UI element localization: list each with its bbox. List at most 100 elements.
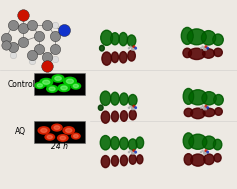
Point: [132, 108, 136, 111]
Point: [202, 151, 206, 154]
Ellipse shape: [101, 111, 110, 123]
Point: [11, 53, 15, 56]
Ellipse shape: [47, 135, 52, 139]
Point: [130, 151, 134, 154]
Bar: [152, 141, 193, 164]
Ellipse shape: [71, 83, 81, 89]
Point: [134, 151, 137, 154]
Ellipse shape: [66, 129, 72, 132]
Point: [127, 151, 131, 154]
Point: [132, 152, 136, 155]
Point: [130, 108, 134, 111]
Bar: [34, 73, 85, 95]
Ellipse shape: [45, 134, 55, 140]
Point: [132, 45, 136, 48]
Ellipse shape: [64, 77, 76, 85]
Ellipse shape: [184, 154, 193, 165]
Point: [127, 47, 131, 50]
Ellipse shape: [191, 154, 205, 166]
Ellipse shape: [129, 154, 136, 164]
Point: [53, 34, 57, 37]
Ellipse shape: [181, 27, 193, 44]
Ellipse shape: [189, 134, 207, 149]
Ellipse shape: [202, 136, 216, 149]
Point: [202, 152, 206, 155]
Ellipse shape: [213, 34, 223, 45]
Ellipse shape: [101, 30, 113, 45]
Point: [201, 45, 205, 48]
Ellipse shape: [54, 126, 60, 129]
Ellipse shape: [98, 105, 103, 110]
Ellipse shape: [111, 111, 118, 122]
Ellipse shape: [128, 50, 135, 61]
Ellipse shape: [120, 93, 128, 105]
Point: [130, 106, 134, 109]
Point: [202, 48, 206, 51]
Point: [46, 23, 49, 26]
Ellipse shape: [111, 52, 118, 63]
Point: [204, 149, 208, 152]
Ellipse shape: [187, 29, 206, 45]
Point: [132, 48, 136, 51]
Point: [46, 65, 49, 68]
Ellipse shape: [111, 33, 119, 45]
Bar: [152, 95, 193, 120]
Ellipse shape: [214, 154, 221, 162]
Ellipse shape: [215, 108, 222, 115]
Point: [202, 106, 206, 109]
Text: Control: Control: [7, 80, 35, 89]
Ellipse shape: [111, 137, 119, 149]
Point: [132, 149, 136, 152]
Point: [53, 57, 57, 60]
Ellipse shape: [128, 139, 137, 150]
Point: [53, 23, 57, 26]
Point: [201, 149, 205, 152]
Ellipse shape: [136, 137, 144, 148]
Point: [21, 14, 24, 17]
Ellipse shape: [100, 45, 104, 51]
Point: [53, 48, 57, 51]
Ellipse shape: [203, 108, 215, 117]
Ellipse shape: [183, 88, 194, 104]
Ellipse shape: [183, 48, 191, 58]
Point: [199, 47, 203, 50]
Ellipse shape: [101, 156, 110, 168]
Ellipse shape: [203, 49, 214, 58]
Point: [206, 151, 210, 154]
Point: [201, 105, 205, 108]
Ellipse shape: [202, 92, 216, 105]
Point: [30, 53, 34, 56]
Ellipse shape: [137, 155, 143, 164]
Ellipse shape: [55, 77, 61, 80]
Ellipse shape: [73, 84, 78, 88]
Ellipse shape: [63, 127, 74, 134]
Ellipse shape: [191, 108, 205, 119]
Ellipse shape: [120, 137, 128, 149]
Ellipse shape: [52, 124, 62, 131]
Ellipse shape: [111, 92, 119, 105]
Ellipse shape: [120, 111, 128, 121]
Point: [132, 105, 136, 108]
Text: AQ: AQ: [15, 127, 26, 136]
Ellipse shape: [204, 154, 214, 165]
Point: [37, 48, 41, 51]
Point: [199, 106, 203, 109]
Bar: [34, 121, 85, 143]
Point: [202, 108, 206, 111]
Point: [62, 29, 65, 32]
Point: [4, 42, 8, 45]
Ellipse shape: [43, 80, 50, 84]
Ellipse shape: [111, 156, 118, 166]
Point: [21, 40, 24, 43]
Ellipse shape: [183, 133, 194, 149]
Ellipse shape: [47, 85, 58, 92]
Point: [130, 48, 134, 51]
Ellipse shape: [102, 52, 111, 65]
Point: [129, 45, 132, 48]
Ellipse shape: [201, 31, 216, 45]
Ellipse shape: [214, 94, 223, 105]
Ellipse shape: [127, 35, 136, 46]
Point: [134, 106, 137, 109]
Point: [202, 47, 206, 50]
Point: [4, 44, 8, 47]
